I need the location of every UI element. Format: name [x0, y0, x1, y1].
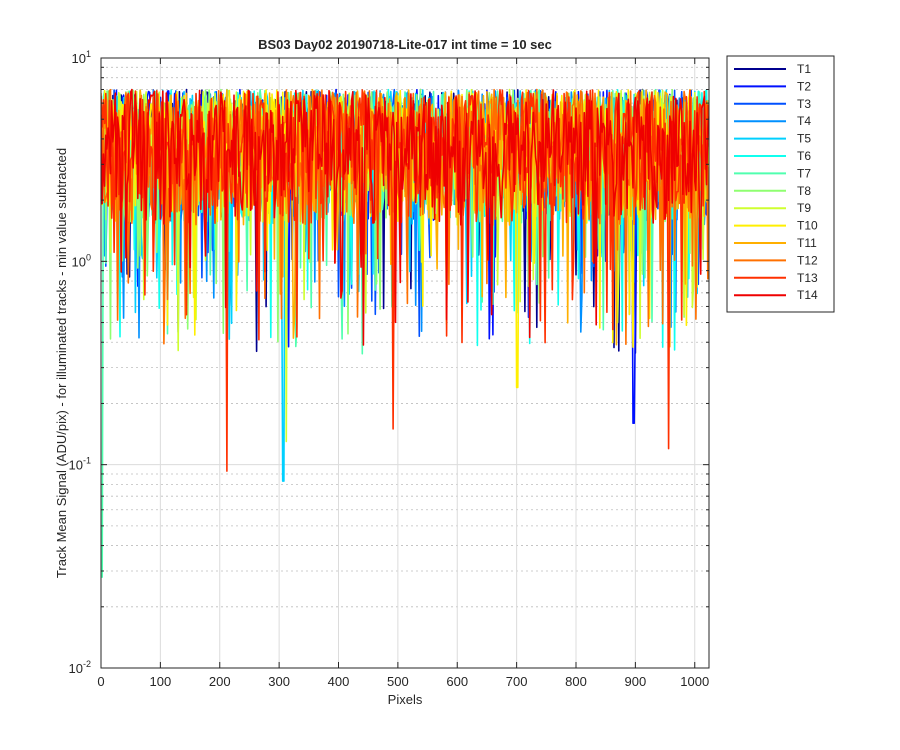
y-tick-label: 10-2 [69, 659, 91, 676]
x-axis-label: Pixels [388, 692, 423, 707]
y-tick-label: 10-1 [69, 456, 91, 473]
legend-label-t3: T3 [797, 97, 811, 111]
legend-label-t1: T1 [797, 62, 811, 76]
plot-area [100, 57, 710, 669]
legend-label-t9: T9 [797, 201, 811, 215]
plot-frame [100, 57, 710, 669]
legend-label-t10: T10 [797, 219, 818, 233]
x-tick-label: 700 [506, 674, 528, 689]
x-tick-label: 500 [387, 674, 409, 689]
legend-box [726, 55, 835, 313]
y-axis-label: Track Mean Signal (ADU/pix) - for illumi… [54, 148, 69, 578]
legend-label-t7: T7 [797, 166, 811, 180]
axis-ticks [100, 57, 709, 669]
legend-label-t4: T4 [797, 114, 811, 128]
legend-entries: T1 T2 T3 T4 T5 T6 T7 T8 T9 T10 T11 T12 T13 T14 [734, 62, 818, 302]
legend-label-t11: T11 [797, 236, 817, 250]
x-tick-label: 100 [150, 674, 172, 689]
chart-title: BS03 Day02 20190718-Lite-017 int time = … [258, 37, 552, 52]
x-tick-label: 800 [565, 674, 587, 689]
legend-label-t2: T2 [797, 79, 811, 93]
y-tick-label: 101 [72, 49, 91, 66]
x-tick-labels: 0 100 200 300 400 500 600 700 800 900 1000 [97, 674, 709, 689]
x-tick-label: 1000 [680, 674, 709, 689]
y-tick-labels: 10-2 10-1 100 101 [69, 49, 91, 676]
legend-label-t13: T13 [797, 271, 818, 285]
x-tick-label: 400 [328, 674, 350, 689]
legend: T1 T2 T3 T4 T5 T6 T7 T8 T9 T10 T11 T12 T13 T14 [726, 55, 835, 313]
x-tick-label: 300 [268, 674, 290, 689]
y-tick-label: 100 [72, 252, 91, 269]
legend-label-t12: T12 [797, 253, 818, 267]
series-group [101, 88, 709, 578]
legend-label-t14: T14 [797, 288, 818, 302]
x-tick-label: 0 [97, 674, 104, 689]
series-line-t14 [101, 88, 709, 346]
x-tick-label: 600 [446, 674, 468, 689]
x-tick-label: 200 [209, 674, 231, 689]
legend-label-t8: T8 [797, 184, 811, 198]
legend-label-t5: T5 [797, 132, 811, 146]
x-tick-label: 900 [625, 674, 647, 689]
legend-label-t6: T6 [797, 149, 811, 163]
